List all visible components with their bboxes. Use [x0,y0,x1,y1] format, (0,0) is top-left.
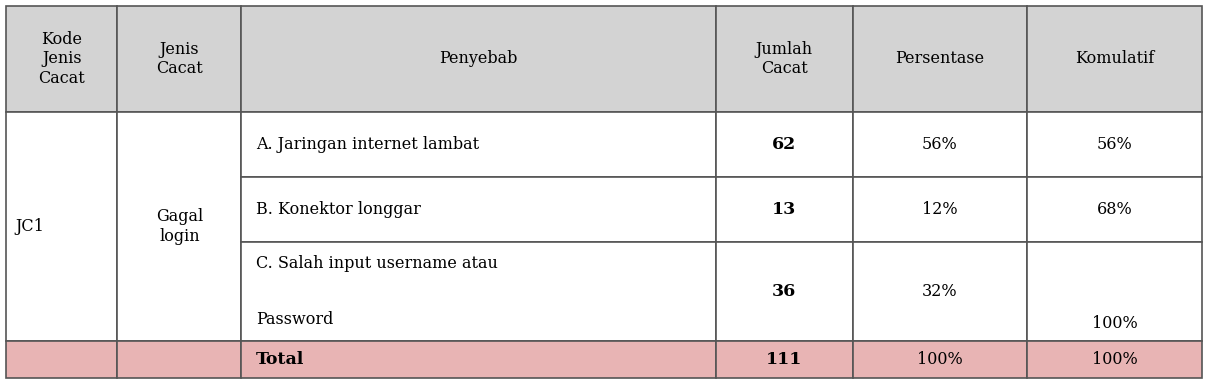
Bar [853,242,1027,341]
Bar [1027,341,1202,378]
Bar [1027,177,1202,242]
Bar [117,6,242,112]
Bar [853,341,1027,378]
Text: 111: 111 [766,351,802,368]
Text: Persentase: Persentase [895,50,985,67]
Bar [242,6,716,112]
Bar [1027,242,1202,341]
Text: Gagal
login: Gagal login [156,208,203,245]
Text: Total: Total [256,351,304,368]
Bar [117,112,242,341]
Bar [853,177,1027,242]
Text: 12%: 12% [922,201,958,218]
Text: Penyebab: Penyebab [440,50,518,67]
Text: 100%: 100% [1092,315,1138,332]
Text: Kode
Jenis
Cacat: Kode Jenis Cacat [39,31,85,87]
Text: Password: Password [256,311,333,328]
Text: JC1: JC1 [16,218,45,235]
Bar [1027,112,1202,177]
Text: 56%: 56% [1097,136,1133,153]
Text: A. Jaringan internet lambat: A. Jaringan internet lambat [256,136,480,153]
Text: 62: 62 [772,136,796,153]
Bar [6,341,117,378]
Bar [117,341,242,378]
Bar [6,112,117,341]
Text: Komulatif: Komulatif [1075,50,1155,67]
Bar [716,341,853,378]
Bar [716,177,853,242]
Bar [6,6,117,112]
Bar [716,242,853,341]
Text: Jumlah
Cacat: Jumlah Cacat [756,40,813,77]
Bar [242,341,716,378]
Text: Jenis
Cacat: Jenis Cacat [156,40,203,77]
Text: B. Konektor longgar: B. Konektor longgar [256,201,420,218]
Text: 13: 13 [772,201,796,218]
Text: 32%: 32% [922,283,958,300]
Bar [242,177,716,242]
Bar [853,6,1027,112]
Text: 36: 36 [772,283,796,300]
Text: 56%: 56% [922,136,958,153]
Text: 100%: 100% [1092,351,1138,368]
Bar [242,242,716,341]
Bar [716,6,853,112]
Bar [716,112,853,177]
Bar [1027,6,1202,112]
Bar [242,112,716,177]
Text: 100%: 100% [917,351,963,368]
Bar [853,112,1027,177]
Text: C. Salah input username atau: C. Salah input username atau [256,256,498,272]
Text: 68%: 68% [1097,201,1133,218]
